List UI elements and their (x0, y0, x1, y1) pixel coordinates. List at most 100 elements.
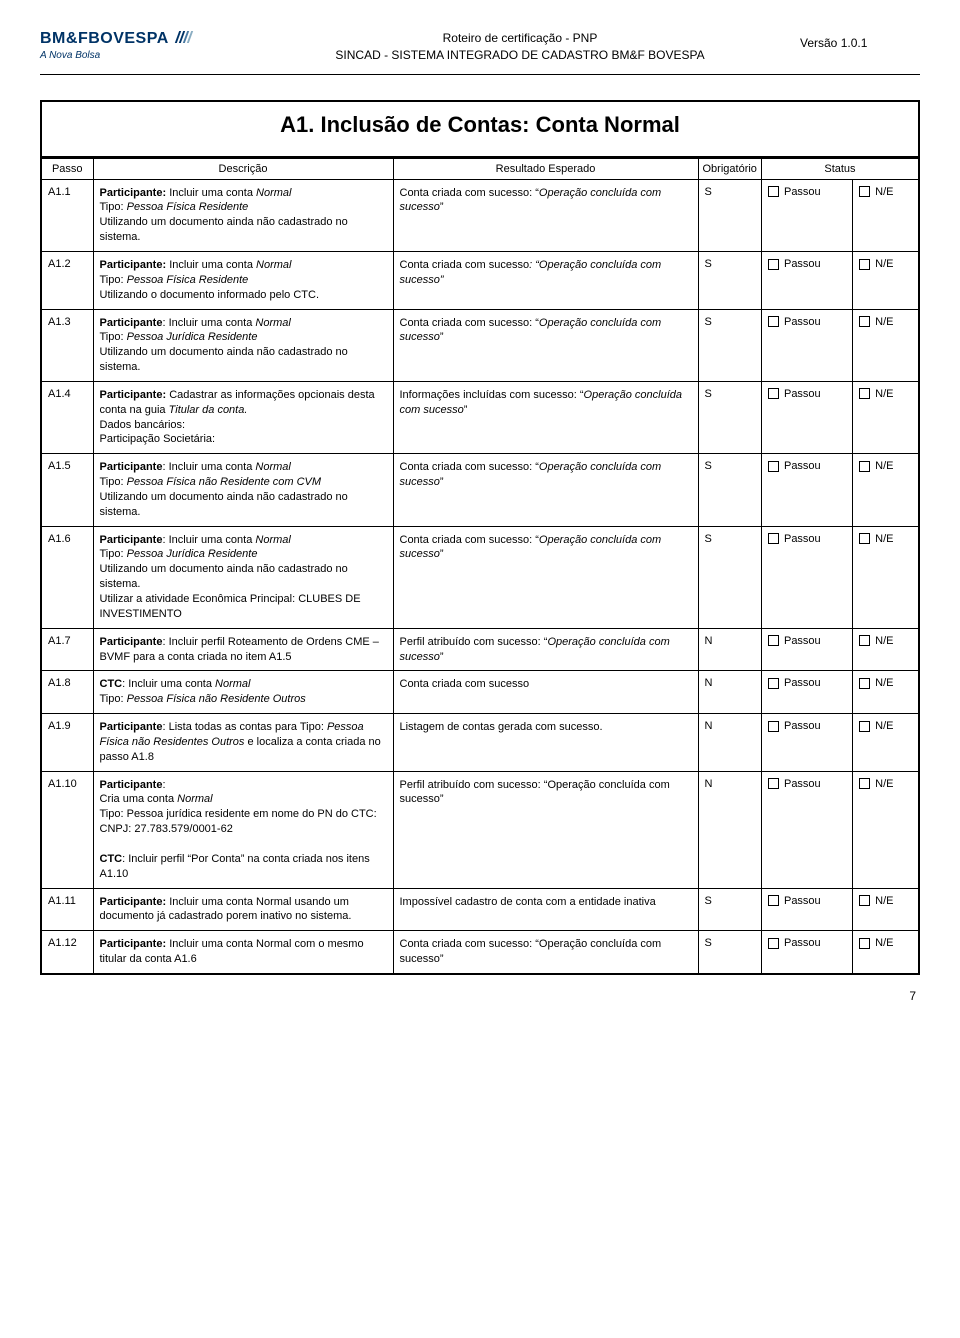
certification-table: Passo Descrição Resultado Esperado Obrig… (40, 158, 920, 975)
table-row: A1.5Participante: Incluir uma conta Norm… (41, 454, 919, 526)
cell-obrigatorio: S (698, 381, 761, 453)
cell-passo: A1.7 (41, 628, 93, 671)
checkbox-icon[interactable] (859, 388, 870, 399)
cell-obrigatorio: S (698, 309, 761, 381)
cell-obrigatorio: N (698, 771, 761, 888)
checkbox-icon[interactable] (859, 635, 870, 646)
checkbox-icon[interactable] (768, 461, 779, 472)
checkbox-icon[interactable] (768, 895, 779, 906)
cell-resultado: Impossível cadastro de conta com a entid… (393, 888, 698, 931)
cell-status-ne: N/E (853, 714, 919, 772)
checkbox-icon[interactable] (768, 635, 779, 646)
table-row: A1.10Participante:Cria uma conta NormalT… (41, 771, 919, 888)
th-status: Status (761, 158, 919, 179)
cell-resultado: Listagem de contas gerada com sucesso. (393, 714, 698, 772)
cell-resultado: Conta criada com sucesso: “Operação conc… (393, 454, 698, 526)
checkbox-icon[interactable] (768, 533, 779, 544)
cell-passo: A1.9 (41, 714, 93, 772)
page-header: BM&FBOVESPA A Nova Bolsa Roteiro de cert… (40, 30, 920, 75)
checkbox-icon[interactable] (768, 316, 779, 327)
table-row: A1.7Participante: Incluir perfil Roteame… (41, 628, 919, 671)
th-resultado: Resultado Esperado (393, 158, 698, 179)
cell-passo: A1.10 (41, 771, 93, 888)
cell-obrigatorio: N (698, 714, 761, 772)
cell-descricao: Participante: Incluir uma conta NormalTi… (93, 251, 393, 309)
table-row: A1.6Participante: Incluir uma conta Norm… (41, 526, 919, 628)
checkbox-icon[interactable] (768, 938, 779, 949)
cell-status-ne: N/E (853, 179, 919, 251)
cell-obrigatorio: N (698, 671, 761, 714)
cell-obrigatorio: S (698, 454, 761, 526)
checkbox-icon[interactable] (768, 778, 779, 789)
checkbox-icon[interactable] (859, 895, 870, 906)
cell-passo: A1.1 (41, 179, 93, 251)
logo-text: BM&FBOVESPA (40, 30, 168, 47)
cell-status-ne: N/E (853, 381, 919, 453)
table-row: A1.2Participante: Incluir uma conta Norm… (41, 251, 919, 309)
table-row: A1.8CTC: Incluir uma conta NormalTipo: P… (41, 671, 919, 714)
cell-status-passou: Passou (761, 714, 852, 772)
cell-descricao: Participante: Incluir perfil Roteamento … (93, 628, 393, 671)
cell-status-ne: N/E (853, 526, 919, 628)
th-obrigatorio: Obrigatório (698, 158, 761, 179)
cell-descricao: Participante:Cria uma conta NormalTipo: … (93, 771, 393, 888)
checkbox-icon[interactable] (859, 938, 870, 949)
cell-obrigatorio: S (698, 526, 761, 628)
checkbox-icon[interactable] (768, 721, 779, 732)
cell-status-passou: Passou (761, 771, 852, 888)
cell-resultado: Perfil atribuído com sucesso: “Operação … (393, 771, 698, 888)
checkbox-icon[interactable] (859, 259, 870, 270)
cell-status-ne: N/E (853, 931, 919, 974)
cell-resultado: Conta criada com sucesso: “Operação conc… (393, 251, 698, 309)
checkbox-icon[interactable] (859, 461, 870, 472)
cell-descricao: Participante: Lista todas as contas para… (93, 714, 393, 772)
cell-status-passou: Passou (761, 309, 852, 381)
cell-passo: A1.12 (41, 931, 93, 974)
cell-status-ne: N/E (853, 671, 919, 714)
table-row: A1.12Participante: Incluir uma conta Nor… (41, 931, 919, 974)
cell-status-ne: N/E (853, 628, 919, 671)
cell-resultado: Informações incluídas com sucesso: “Oper… (393, 381, 698, 453)
cell-passo: A1.11 (41, 888, 93, 931)
cell-descricao: Participante: Cadastrar as informações o… (93, 381, 393, 453)
cell-status-ne: N/E (853, 251, 919, 309)
cell-passo: A1.3 (41, 309, 93, 381)
cell-descricao: CTC: Incluir uma conta NormalTipo: Pesso… (93, 671, 393, 714)
page-number: 7 (40, 989, 920, 1003)
cell-status-passou: Passou (761, 381, 852, 453)
checkbox-icon[interactable] (859, 721, 870, 732)
checkbox-icon[interactable] (859, 778, 870, 789)
table-row: A1.3Participante: Incluir uma conta Norm… (41, 309, 919, 381)
cell-resultado: Conta criada com sucesso: “Operação conc… (393, 931, 698, 974)
cell-status-passou: Passou (761, 179, 852, 251)
cell-descricao: Participante: Incluir uma conta NormalTi… (93, 454, 393, 526)
cell-passo: A1.2 (41, 251, 93, 309)
cell-passo: A1.5 (41, 454, 93, 526)
header-line2: SINCAD - SISTEMA INTEGRADO DE CADASTRO B… (240, 47, 800, 64)
checkbox-icon[interactable] (859, 316, 870, 327)
checkbox-icon[interactable] (768, 678, 779, 689)
checkbox-icon[interactable] (768, 186, 779, 197)
header-line1: Roteiro de certificação - PNP (240, 30, 800, 47)
table-row: A1.4Participante: Cadastrar as informaçõ… (41, 381, 919, 453)
checkbox-icon[interactable] (768, 388, 779, 399)
cell-obrigatorio: S (698, 179, 761, 251)
cell-status-ne: N/E (853, 771, 919, 888)
table-row: A1.1Participante: Incluir uma conta Norm… (41, 179, 919, 251)
cell-status-passou: Passou (761, 526, 852, 628)
cell-status-ne: N/E (853, 888, 919, 931)
checkbox-icon[interactable] (859, 533, 870, 544)
cell-status-passou: Passou (761, 931, 852, 974)
checkbox-icon[interactable] (768, 259, 779, 270)
cell-resultado: Conta criada com sucesso: “Operação conc… (393, 526, 698, 628)
cell-passo: A1.8 (41, 671, 93, 714)
cell-obrigatorio: S (698, 251, 761, 309)
table-row: A1.11Participante: Incluir uma conta Nor… (41, 888, 919, 931)
header-title-block: Roteiro de certificação - PNP SINCAD - S… (240, 30, 800, 64)
cell-status-passou: Passou (761, 251, 852, 309)
section-title: A1. Inclusão de Contas: Conta Normal (40, 100, 920, 158)
cell-descricao: Participante: Incluir uma conta Normal u… (93, 888, 393, 931)
logo-stripes-icon (177, 30, 193, 48)
checkbox-icon[interactable] (859, 678, 870, 689)
checkbox-icon[interactable] (859, 186, 870, 197)
